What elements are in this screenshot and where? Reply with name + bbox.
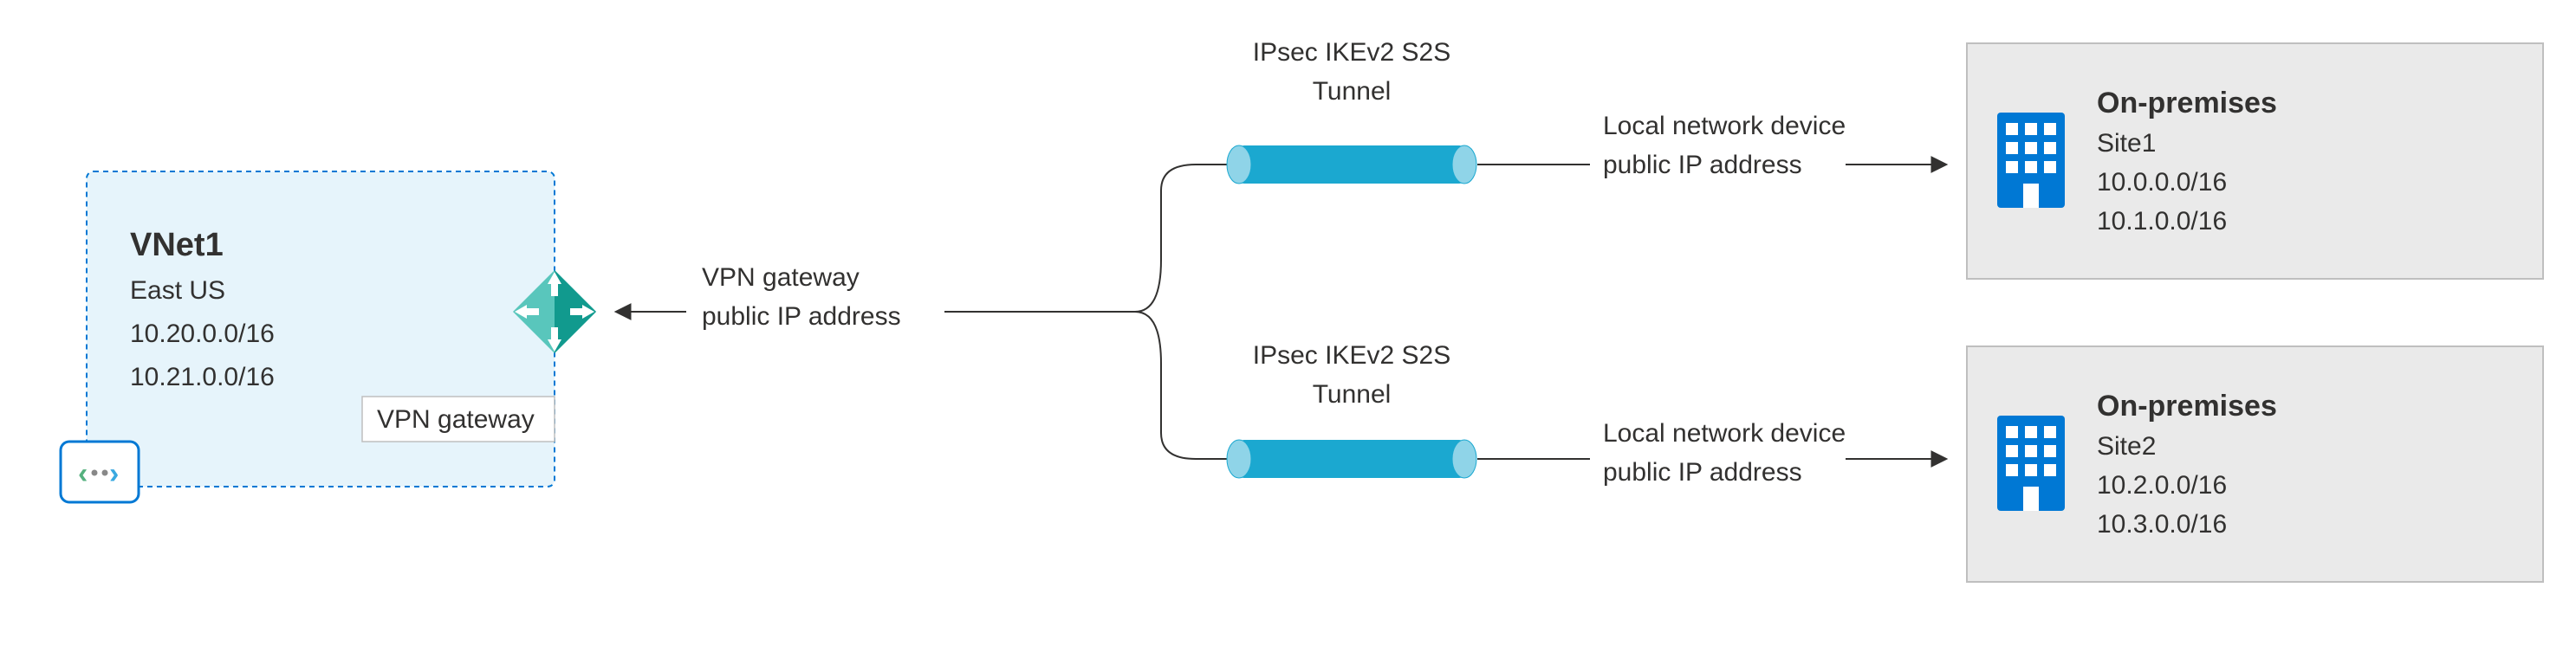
- site-to-site-diagram: VNet1 East US 10.20.0.0/16 10.21.0.0/16 …: [0, 0, 2576, 652]
- tunnel-top-label-l1: IPsec IKEv2 S2S: [1253, 38, 1450, 67]
- split-bottom: [1135, 312, 1230, 459]
- onprem1-site: Site1: [2097, 129, 2156, 158]
- tunnel-top-label-l2: Tunnel: [1313, 77, 1392, 106]
- onprem2-cidr1: 10.2.0.0/16: [2097, 471, 2227, 500]
- gateway-annotation-l2: public IP address: [702, 302, 901, 331]
- split-top: [1135, 165, 1230, 312]
- building-icon: [1997, 416, 2065, 511]
- onprem1-cidr1: 10.0.0.0/16: [2097, 168, 2227, 197]
- device-bottom-l1: Local network device: [1603, 419, 1846, 448]
- vpn-gateway-label-box: VPN gateway: [362, 397, 555, 442]
- onprem-site1: On-premises Site1 10.0.0.0/16 10.1.0.0/1…: [1967, 43, 2543, 279]
- vnet-icon: ‹ ›: [61, 442, 139, 502]
- onprem2-title: On-premises: [2097, 390, 2277, 423]
- vnet-cidr2: 10.21.0.0/16: [130, 363, 275, 391]
- tunnel-bottom: IPsec IKEv2 S2S Tunnel: [1227, 341, 1476, 478]
- svg-text:‹: ‹: [78, 457, 88, 490]
- vnet-title: VNet1: [130, 227, 224, 263]
- onprem1-cidr2: 10.1.0.0/16: [2097, 207, 2227, 236]
- svg-text:›: ›: [109, 457, 119, 490]
- onprem2-site: Site2: [2097, 432, 2156, 461]
- gateway-annotation-l1: VPN gateway: [702, 263, 860, 292]
- tunnel-top: IPsec IKEv2 S2S Tunnel: [1227, 38, 1476, 184]
- device-top-l2: public IP address: [1603, 151, 1802, 179]
- vnet-cidr1: 10.20.0.0/16: [130, 320, 275, 348]
- onprem2-cidr2: 10.3.0.0/16: [2097, 510, 2227, 539]
- tunnel-bottom-label-l1: IPsec IKEv2 S2S: [1253, 341, 1450, 370]
- onprem-site2: On-premises Site2 10.2.0.0/16 10.3.0.0/1…: [1967, 346, 2543, 582]
- onprem1-title: On-premises: [2097, 87, 2277, 119]
- building-icon: [1997, 113, 2065, 208]
- device-bottom-l2: public IP address: [1603, 458, 1802, 487]
- device-top-l1: Local network device: [1603, 112, 1846, 140]
- tunnel-bottom-label-l2: Tunnel: [1313, 380, 1392, 409]
- vnet-region: East US: [130, 276, 225, 305]
- vpn-gateway-label: VPN gateway: [377, 405, 535, 434]
